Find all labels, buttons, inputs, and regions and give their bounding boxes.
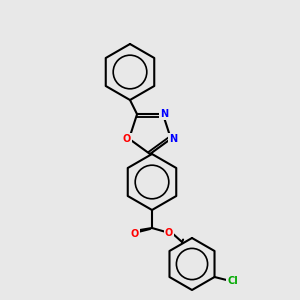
Text: Cl: Cl bbox=[227, 276, 238, 286]
Text: N: N bbox=[169, 134, 177, 144]
Text: O: O bbox=[131, 229, 139, 239]
Text: O: O bbox=[123, 134, 131, 144]
Text: O: O bbox=[165, 228, 173, 238]
Text: N: N bbox=[160, 109, 168, 119]
